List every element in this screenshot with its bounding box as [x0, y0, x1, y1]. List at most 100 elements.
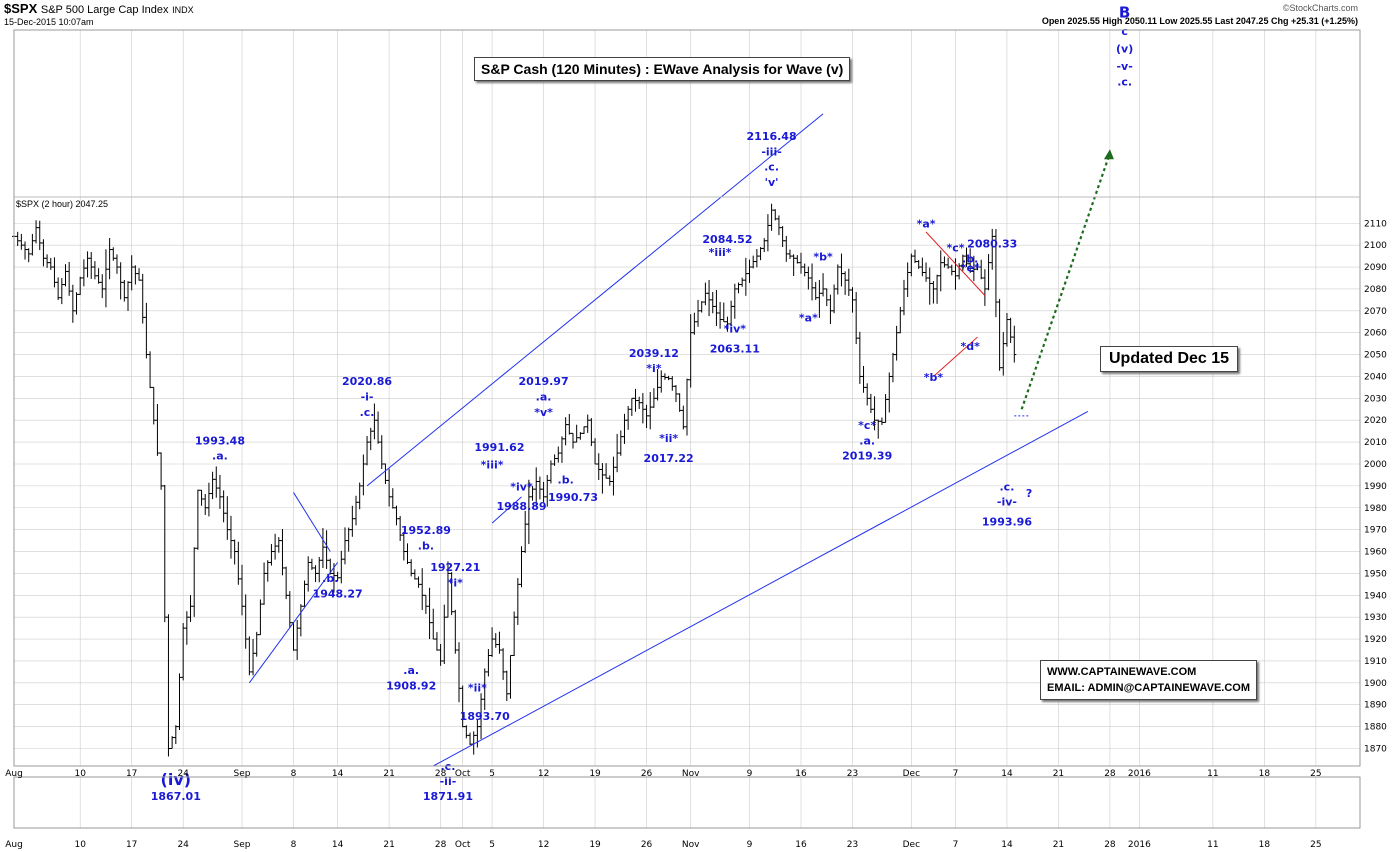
x-tick-label: 26	[641, 769, 653, 779]
lower-wave-label: 1867.01	[151, 790, 201, 803]
wave-label: B	[1119, 4, 1130, 22]
wave-label: *b*	[813, 250, 833, 263]
x-tick-label: 10	[74, 840, 86, 850]
y-tick-label: 2060	[1364, 329, 1387, 339]
wave-label: *iii*	[481, 458, 504, 471]
x-tick-label: 19	[589, 769, 601, 779]
wave-label: 1988.89	[496, 500, 546, 513]
x-tick-label: 2016	[1128, 769, 1151, 779]
wave-label: .c.	[764, 161, 779, 174]
x-tick-label: 5	[489, 840, 495, 850]
wave-label: *iv*	[724, 323, 747, 336]
x-tick-label: 11	[1207, 840, 1218, 850]
contact-box: WWW.CAPTAINEWAVE.COM EMAIL: ADMIN@CAPTAI…	[1040, 660, 1258, 700]
wave-label: 2039.12	[629, 347, 679, 360]
y-tick-label: 1960	[1364, 548, 1387, 558]
x-tick-label: 28	[1104, 769, 1116, 779]
symbol: $SPX	[4, 1, 38, 16]
lower-channel-line	[433, 411, 1089, 767]
x-tick-label: Aug	[5, 769, 23, 779]
x-tick-label: Nov	[682, 840, 700, 850]
x-tick-label: 28	[435, 840, 447, 850]
wave-label: 2063.11	[710, 342, 760, 355]
exchange: INDX	[172, 5, 194, 15]
wave-label: *e*	[961, 261, 980, 274]
wave-label: *iv*	[510, 480, 533, 493]
chart-title-box: S&P Cash (120 Minutes) : EWave Analysis …	[474, 57, 851, 81]
wave-label: 'v'	[765, 176, 779, 189]
upper-channel-line	[366, 113, 824, 487]
y-tick-label: 2010	[1364, 438, 1387, 448]
x-tick-label: 28	[1104, 840, 1116, 850]
x-tick-label: 21	[383, 769, 394, 779]
y-tick-label: 1930	[1364, 613, 1387, 623]
wave-label: -iv-	[997, 496, 1017, 509]
wave-label: *v*	[534, 406, 553, 419]
x-tick-label: 21	[383, 840, 394, 850]
x-tick-label: 16	[795, 840, 807, 850]
x-tick-label: Aug	[5, 840, 23, 850]
x-tick-label: Oct	[455, 769, 471, 779]
wave-label: 1991.62	[474, 441, 524, 454]
wave-label: 2084.52	[702, 233, 752, 246]
wave-label: *b*	[924, 371, 944, 384]
lower-wave-label: -ii-	[440, 775, 457, 788]
contact-site: WWW.CAPTAINEWAVE.COM	[1047, 666, 1197, 678]
x-tick-label: Oct	[455, 840, 471, 850]
y-tick-label: 2070	[1364, 307, 1387, 317]
x-tick-label: 26	[641, 840, 653, 850]
wave-label: .a.	[536, 391, 552, 404]
x-tick-label: 14	[1001, 769, 1013, 779]
wave-label: ?	[1026, 487, 1032, 500]
x-tick-label: 9	[747, 769, 753, 779]
y-tick-label: 2090	[1364, 263, 1387, 273]
symbol-title: $SPX S&P 500 Large Cap Index INDX	[4, 1, 194, 16]
y-tick-label: 1970	[1364, 526, 1387, 536]
wave-label: .a.	[212, 450, 228, 463]
contact-email: EMAIL: ADMIN@CAPTAINEWAVE.COM	[1047, 682, 1251, 694]
lower-panel-frame	[13, 776, 1361, 829]
wave-label: *c*	[946, 242, 964, 255]
price-panel-frame	[13, 29, 1361, 767]
wave-label: 1993.96	[982, 515, 1032, 528]
wave-label: 2080.33	[967, 237, 1017, 250]
y-tick-label: 1910	[1364, 657, 1387, 667]
x-tick-label: Dec	[903, 769, 920, 779]
wave-label: 2019.97	[519, 375, 569, 388]
x-tick-label: Dec	[903, 840, 920, 850]
updated-label: Updated Dec 15	[1109, 350, 1230, 367]
wave-label: 1908.92	[386, 679, 436, 692]
x-tick-label: 23	[847, 769, 858, 779]
x-tick-label: 14	[332, 769, 344, 779]
x-tick-label: 7	[953, 840, 959, 850]
y-tick-label: 2080	[1364, 285, 1387, 295]
wave-label: *a*	[917, 218, 936, 231]
y-tick-label: 1890	[1364, 701, 1387, 711]
y-tick-label: 2110	[1364, 219, 1387, 229]
x-tick-label: 14	[1001, 840, 1013, 850]
y-tick-label: 1980	[1364, 504, 1387, 514]
triangle-upper-line	[293, 492, 331, 552]
wave-label: .b.	[322, 572, 338, 585]
y-tick-label: 2000	[1364, 460, 1387, 470]
wave-label: (v)	[1116, 43, 1133, 56]
x-tick-label: 21	[1053, 840, 1064, 850]
x-tick-label: 9	[747, 840, 753, 850]
wave-label: .c.	[1000, 480, 1015, 493]
y-tick-label: 1990	[1364, 482, 1387, 492]
y-tick-label: 1880	[1364, 723, 1387, 733]
x-tick-label: 19	[589, 840, 601, 850]
x-tick-label: 28	[435, 769, 447, 779]
wave-label: .a.	[403, 664, 419, 677]
x-tick-label: 14	[332, 840, 344, 850]
x-tick-label: Nov	[682, 769, 700, 779]
triangle-lower-line	[248, 562, 339, 684]
lower-wave-label: 1871.91	[423, 790, 473, 803]
wave-label: 2019.39	[842, 450, 892, 463]
x-tick-label: 8	[291, 840, 297, 850]
x-tick-label: 25	[1310, 769, 1321, 779]
index-name: S&P 500 Large Cap Index	[40, 4, 169, 16]
red-lower-line	[933, 336, 978, 377]
x-tick-label: 21	[1053, 769, 1064, 779]
